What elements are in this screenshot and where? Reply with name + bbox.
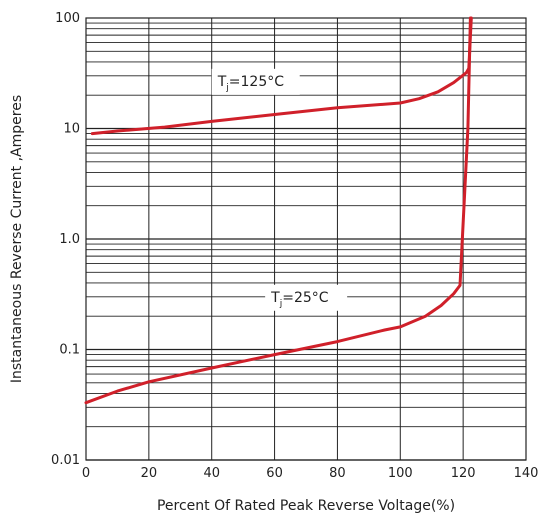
x-tick-label: 40 xyxy=(203,466,220,481)
x-tick-label: 100 xyxy=(388,466,413,481)
curve-label-25c-main: T xyxy=(270,290,280,306)
x-tick-label: 0 xyxy=(82,466,90,481)
curve-label-25c-rest: =25°C xyxy=(282,290,329,306)
curve-label-125c: Tj=125°C xyxy=(212,69,300,95)
x-tick-label: 80 xyxy=(329,466,346,481)
x-tick-label: 20 xyxy=(141,466,158,481)
curve-label-125c-rest: =125°C xyxy=(229,74,284,90)
curve-label-25c: Tj=25°C xyxy=(265,285,347,311)
x-tick-label: 140 xyxy=(514,466,539,481)
y-tick-label: 10 xyxy=(63,122,80,137)
x-tick-label: 60 xyxy=(266,466,283,481)
y-axis-title: Instantaneous Reverse Current ,Amperes xyxy=(9,95,25,383)
y-tick-label: 0.01 xyxy=(51,453,80,468)
y-tick-label: 1.0 xyxy=(59,232,80,247)
curve-label-125c-main: T xyxy=(217,74,227,90)
x-axis-title: Percent Of Rated Peak Reverse Voltage(%) xyxy=(157,498,455,514)
y-tick-label: 100 xyxy=(55,11,80,26)
y-tick-label: 0.1 xyxy=(59,343,80,358)
x-tick-label: 120 xyxy=(451,466,476,481)
